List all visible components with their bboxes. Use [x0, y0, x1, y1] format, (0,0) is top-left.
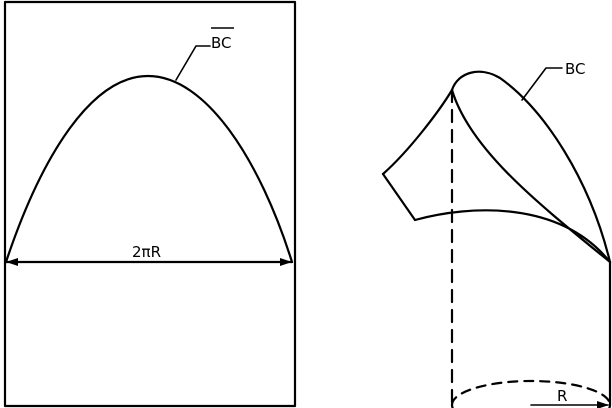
developed-pattern: [3, 0, 297, 408]
width-arrow-left: [6, 258, 18, 266]
base-ellipse-back: [450, 379, 612, 407]
radius-label: R: [557, 387, 567, 405]
cylinder-view: [381, 67, 612, 408]
arc3d-label-leader: [521, 67, 563, 101]
sheet-top-edge: [381, 88, 454, 176]
sheet-left-edge: [381, 172, 417, 222]
development-curve: [4, 74, 294, 264]
pattern-outline: [3, 0, 297, 408]
width-arrow-right: [280, 258, 292, 266]
arc-label-developed: BC: [211, 34, 232, 52]
sheet-bottom-edge: [413, 209, 612, 264]
cut-curve-inner: [450, 88, 612, 264]
width-label: 2πR: [132, 243, 161, 261]
radius-arrow: [597, 401, 609, 408]
cut-curve-outer: [450, 70, 612, 264]
arc-label-leader: [175, 45, 211, 81]
arc-label-3d: BC: [565, 60, 586, 78]
